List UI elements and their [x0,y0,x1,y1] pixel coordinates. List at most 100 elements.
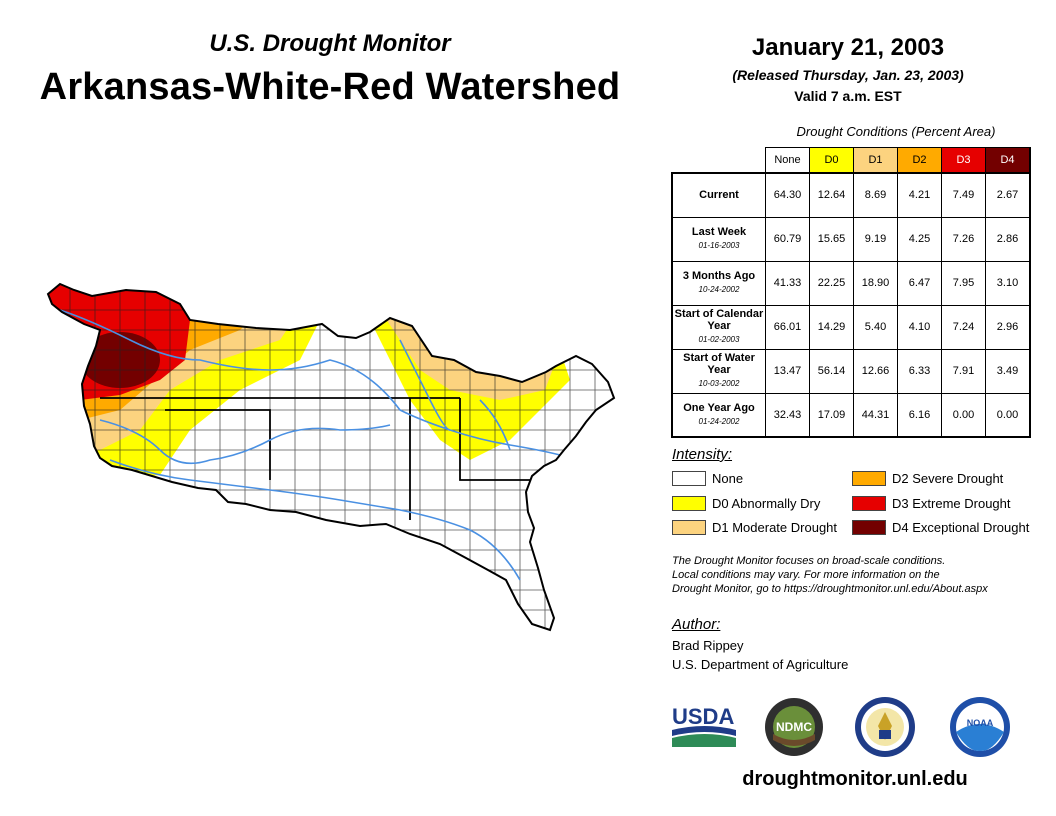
legend-swatch [672,496,706,511]
noaa-logo: NOAA [950,697,1010,757]
legend-label: D2 Severe Drought [892,471,1004,486]
col-header-d0: D0 [809,147,854,174]
website-link[interactable]: droughtmonitor.unl.edu [742,768,968,790]
table-cell: 2.86 [985,216,1031,262]
legend-swatch [852,520,886,535]
table-cell: 12.66 [853,348,898,394]
legend-swatch [852,496,886,511]
table-cell: 4.25 [897,216,942,262]
cimarron-river [99,419,391,465]
table-cell: 6.16 [897,392,942,438]
basin-outline [46,282,616,632]
col-header-d3: D3 [941,147,986,174]
table-row: Start of Calendar Year 01-02-2003 66.01 1… [671,304,1031,350]
table-row: Start of Water Year 10-03-2002 13.47 56.1… [671,348,1031,394]
legend-swatch [672,471,706,486]
table-cell: 44.31 [853,392,898,438]
table-cell: 4.21 [897,172,942,218]
table-cell: 7.49 [941,172,986,218]
table-cell: 0.00 [985,392,1031,438]
author-name: Brad Rippey [672,638,744,653]
arkansas-river [59,309,561,456]
legend-item-d0: D0 Abnormally Dry [672,496,820,511]
legend-swatch [852,471,886,486]
table-cell: 0.00 [941,392,986,438]
disclaimer-line: The Drought Monitor focuses on broad-sca… [672,555,946,567]
table-cell: 12.64 [809,172,854,218]
drought-areas [48,284,614,630]
row-label: 3 Months Ago 10-24-2002 [671,260,766,306]
table-cell: 66.01 [765,304,810,350]
table-cell: 3.49 [985,348,1031,394]
map-date: January 21, 2003 [751,34,945,61]
ndmc-logo: NDMC [765,698,823,756]
usda-logo-text: USDA [672,704,734,729]
legend-label: D4 Exceptional Drought [892,520,1030,535]
table-cell: 6.33 [897,348,942,394]
table-corner [672,147,766,174]
legend-title: Intensity: [672,446,733,463]
legend-label: D0 Abnormally Dry [712,496,821,511]
table-cell: 7.95 [941,260,986,306]
table-cell: 15.65 [809,216,854,262]
legend-swatch [672,520,706,535]
table-cell: 17.09 [809,392,854,438]
state-borders [100,397,600,520]
table-cell: 2.67 [985,172,1031,218]
table-cell: 9.19 [853,216,898,262]
table-cell: 22.25 [809,260,854,306]
table-cell: 5.40 [853,304,898,350]
table-cell: 13.47 [765,348,810,394]
table-cell: 64.30 [765,172,810,218]
usda-logo: USDA [672,704,736,747]
noaa-logo-text: NOAA [967,718,994,728]
col-header-none: None [765,147,810,174]
table-cell: 8.69 [853,172,898,218]
legend-label: D3 Extreme Drought [892,496,1011,511]
col-header-d4: D4 [985,147,1031,174]
region-title: Arkansas-White-Red Watershed [39,66,621,108]
table-cell: 4.10 [897,304,942,350]
legend-item-d3: D3 Extreme Drought [852,496,1011,511]
legend-item-none: None [672,471,743,486]
row-label: Start of Calendar Year 01-02-2003 [671,304,766,350]
row-label: Last Week 01-16-2003 [671,216,766,262]
map-subtitle: U.S. Drought Monitor [209,30,451,57]
table-cell: 56.14 [809,348,854,394]
table-cell: 2.96 [985,304,1031,350]
table-cell: 41.33 [765,260,810,306]
disclaimer: The Drought Monitor focuses on broad-sca… [672,554,1052,596]
disclaimer-line: Drought Monitor, go to https://droughtmo… [672,583,988,595]
red-river [109,459,521,581]
table-cell: 32.43 [765,392,810,438]
table-cell: 3.10 [985,260,1031,306]
table-row: Last Week 01-16-2003 60.79 15.65 9.19 4.2… [671,216,1031,262]
author-org: U.S. Department of Agriculture [672,657,849,672]
valid-time: Valid 7 a.m. EST [794,88,902,104]
table-cell: 7.26 [941,216,986,262]
legend-item-d1: D1 Moderate Drought [672,520,837,535]
legend-item-d4: D4 Exceptional Drought [852,520,1029,535]
table-cell: 6.47 [897,260,942,306]
row-label: Start of Water Year 10-03-2002 [671,348,766,394]
table-cell: 7.91 [941,348,986,394]
white-river [479,399,511,451]
rivers [59,309,561,581]
table-cell: 7.24 [941,304,986,350]
table-row: Current 64.30 12.64 8.69 4.21 7.49 2.67 [671,172,1031,218]
table-cell: 14.29 [809,304,854,350]
legend-label: None [712,471,744,486]
table-row: One Year Ago 01-24-2002 32.43 17.09 44.31… [671,392,1031,438]
ndmc-logo-text: NDMC [776,720,812,734]
author-title: Author: [672,616,721,633]
row-label: One Year Ago 01-24-2002 [671,392,766,438]
col-header-d1: D1 [853,147,898,174]
white-river-branch [399,339,451,431]
table-cell: 60.79 [765,216,810,262]
release-date: (Released Thursday, Jan. 23, 2003) [732,67,964,83]
legend-label: D1 Moderate Drought [712,520,838,535]
drought-map [46,282,616,632]
army-corps-seal [855,697,915,757]
disclaimer-line: Local conditions may vary. For more info… [672,569,940,581]
col-header-d2: D2 [897,147,942,174]
